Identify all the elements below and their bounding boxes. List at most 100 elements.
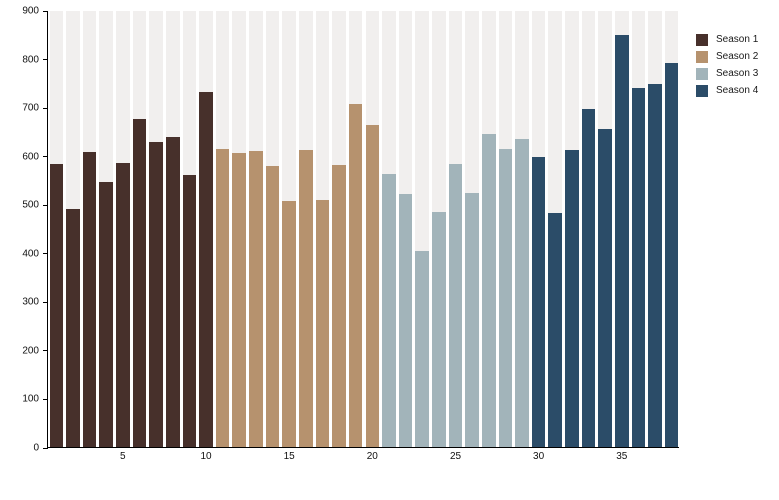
- bar-slot-15: [282, 11, 296, 447]
- legend-item-season-2: Season 2: [696, 48, 758, 65]
- x-tick-label-20: 20: [366, 451, 378, 462]
- bar-episode-10-season-1: [199, 91, 213, 447]
- bar-episode-34-season-4: [598, 129, 612, 447]
- bar-slot-10: [199, 11, 213, 447]
- y-tick-label-900: 900: [22, 5, 39, 17]
- bar-slot-28: [498, 11, 513, 447]
- bar-episode-33-season-4: [581, 109, 596, 447]
- x-tick-label-35: 35: [616, 451, 628, 462]
- bar-slot-27: [481, 11, 496, 447]
- legend: Season 1 Season 2 Season 3 Season 4: [696, 31, 758, 99]
- bar-slot-37: [648, 11, 662, 447]
- bar-slot-29: [515, 11, 529, 447]
- legend-swatch-icon: [696, 50, 708, 63]
- bar-slot-13: [249, 11, 263, 447]
- bar-episode-5-season-1: [116, 162, 130, 447]
- bar-slot-35: [614, 11, 629, 447]
- bar-slot-23: [415, 11, 429, 447]
- bar-slot-3: [82, 11, 97, 447]
- bar-slot-26: [465, 11, 479, 447]
- bar-episode-18-season-2: [332, 165, 346, 447]
- bar-episode-22-season-3: [398, 194, 413, 447]
- bar-episode-29-season-3: [515, 138, 529, 447]
- legend-item-season-4: Season 4: [696, 82, 758, 99]
- bar-slot-31: [548, 11, 563, 447]
- bar-episode-2-season-1: [66, 208, 80, 447]
- legend-label: Season 1: [716, 34, 759, 45]
- bar-episode-14-season-2: [265, 165, 280, 447]
- x-tick-label-5: 5: [120, 451, 126, 462]
- y-axis-tick: [43, 398, 48, 400]
- bar-episode-13-season-2: [249, 151, 263, 447]
- plot-area: 0 100 200 300 400 500 600 700 800 900 5 10 15 20 25 30 3…: [22, 6, 679, 462]
- y-axis-tick: [43, 204, 48, 206]
- y-axis-tick: [43, 156, 48, 158]
- bar-episode-1-season-1: [49, 164, 64, 447]
- bar-slot-32: [565, 11, 579, 447]
- bar-slot-24: [432, 11, 446, 447]
- y-tick-label-500: 500: [22, 199, 39, 211]
- bar-slot-21: [382, 11, 396, 447]
- bar-slot-20: [365, 11, 380, 447]
- y-axis-tick: [43, 301, 48, 303]
- bar-episode-24-season-3: [432, 212, 446, 447]
- bar-episode-6-season-1: [132, 119, 147, 447]
- legend-swatch-icon: [696, 33, 708, 46]
- y-tick-label-200: 200: [22, 345, 39, 357]
- bar-episode-3-season-1: [82, 152, 97, 447]
- legend-item-season-3: Season 3: [696, 65, 758, 82]
- legend-swatch-icon: [696, 67, 708, 80]
- legend-item-season-1: Season 1: [696, 31, 758, 48]
- bar-slot-25: [448, 11, 463, 447]
- bar-episode-17-season-2: [315, 200, 330, 447]
- bar-episode-31-season-4: [548, 212, 563, 447]
- y-tick-label-800: 800: [22, 54, 39, 66]
- bar-slot-19: [348, 11, 363, 447]
- bar-episode-35-season-4: [614, 35, 629, 447]
- y-tick-label-700: 700: [22, 102, 39, 114]
- bar-slot-1: [49, 11, 64, 447]
- bar-slot-6: [132, 11, 147, 447]
- y-tick-label-400: 400: [22, 248, 39, 260]
- bar-slot-5: [116, 11, 130, 447]
- legend-label: Season 2: [716, 51, 759, 62]
- y-tick-label-600: 600: [22, 151, 39, 163]
- bar-slot-12: [232, 11, 247, 447]
- bar-episode-19-season-2: [348, 103, 363, 447]
- bar-slot-30: [531, 11, 546, 447]
- bar-episode-21-season-3: [382, 173, 396, 447]
- bar-episode-20-season-2: [365, 125, 380, 447]
- bar-episode-25-season-3: [448, 163, 463, 447]
- y-axis-tick: [43, 253, 48, 255]
- bar-episode-7-season-1: [149, 142, 163, 447]
- bar-episode-4-season-1: [99, 182, 113, 447]
- bar-slot-9: [182, 11, 197, 447]
- bar-episode-28-season-3: [498, 148, 513, 447]
- legend-swatch-icon: [696, 84, 708, 97]
- x-tick-label-15: 15: [283, 451, 295, 462]
- x-tick-label-10: 10: [200, 451, 212, 462]
- y-axis-tick: [43, 350, 48, 352]
- bar-slot-33: [581, 11, 596, 447]
- bar-episode-30-season-4: [531, 156, 546, 447]
- bar-episode-38-season-4: [664, 62, 679, 447]
- bar-episode-12-season-2: [232, 153, 247, 447]
- bar-slot-7: [149, 11, 163, 447]
- y-axis-tick: [43, 447, 48, 449]
- bar-episode-26-season-3: [465, 192, 479, 447]
- bar-episode-23-season-3: [415, 251, 429, 447]
- bar-slot-34: [598, 11, 612, 447]
- bar-slot-16: [298, 11, 313, 447]
- bar-episode-8-season-1: [165, 136, 180, 447]
- bar-slot-14: [265, 11, 280, 447]
- x-tick-label-30: 30: [533, 451, 545, 462]
- legend-label: Season 4: [716, 85, 759, 96]
- bar-episode-11-season-2: [215, 149, 230, 447]
- bar-slot-17: [315, 11, 330, 447]
- y-axis-tick: [43, 10, 48, 12]
- bar-episode-36-season-4: [631, 88, 646, 447]
- bar-slot-4: [99, 11, 113, 447]
- x-tick-label-25: 25: [449, 451, 462, 462]
- y-tick-label-300: 300: [22, 296, 39, 308]
